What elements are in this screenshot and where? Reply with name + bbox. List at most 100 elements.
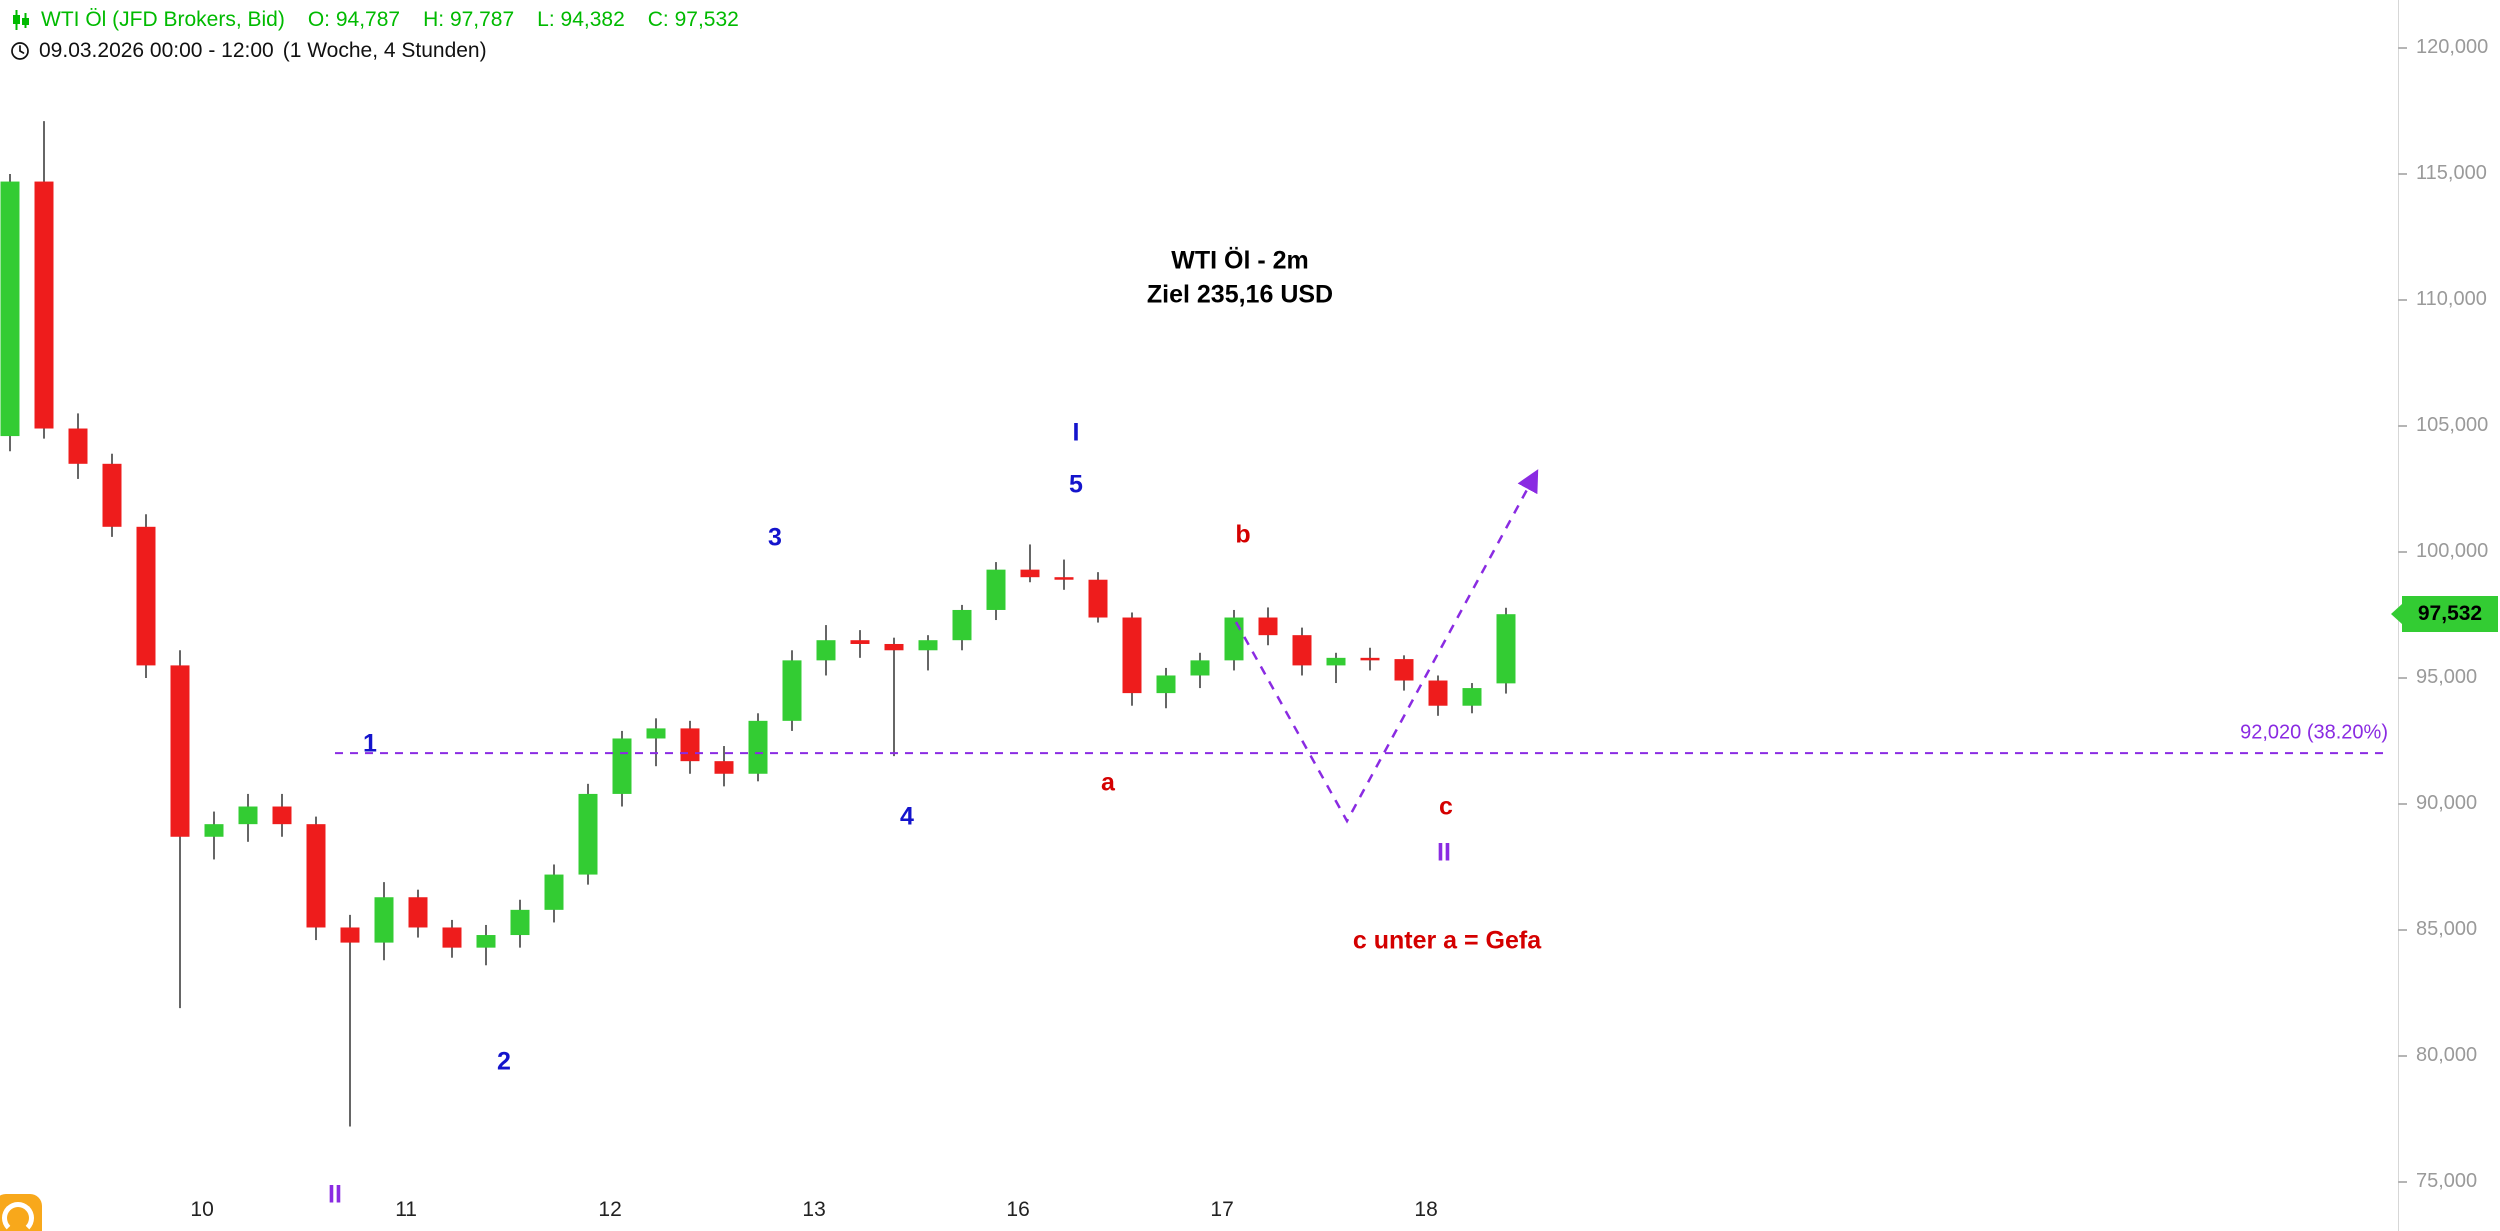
time-axis-label: 13 xyxy=(802,1198,826,1221)
candle xyxy=(204,811,224,860)
candle xyxy=(1462,683,1482,714)
time-axis-label: 17 xyxy=(1210,1198,1234,1221)
chart-annotation: II xyxy=(328,1181,342,1209)
candle xyxy=(952,604,972,651)
axis-tick xyxy=(2398,550,2407,553)
candle xyxy=(986,562,1006,621)
candle xyxy=(340,914,360,1127)
chart-annotation: a xyxy=(1101,769,1116,797)
candle xyxy=(1292,627,1312,676)
axis-tick xyxy=(2398,928,2407,931)
chart-annotation: 5 xyxy=(1069,471,1083,499)
axis-tick xyxy=(2398,172,2407,175)
candle xyxy=(510,899,530,948)
low-value: L: 94,382 xyxy=(537,8,625,31)
axis-tick xyxy=(2398,802,2407,805)
candle xyxy=(816,625,836,676)
clock-icon xyxy=(10,41,30,61)
candlestick-icon xyxy=(10,9,32,31)
candle xyxy=(1258,607,1278,646)
candle xyxy=(612,730,632,807)
chart-annotation: I xyxy=(1073,419,1080,447)
chart-annotation: II xyxy=(1437,839,1451,867)
candle xyxy=(544,864,564,923)
price-axis[interactable]: 120,000 115,000 110,000 105,000 100,000 95,00… xyxy=(2398,0,2500,1231)
candle xyxy=(408,889,428,938)
price-axis-label: 100,000 xyxy=(2398,540,2488,563)
period-text: 09.03.2026 00:00 - 12:00 xyxy=(39,39,274,62)
chart-annotation: 92,020 (38.20%) xyxy=(2240,721,2388,743)
instrument-name: WTI Öl (JFD Brokers, Bid) xyxy=(41,8,285,31)
axis-tick xyxy=(2398,298,2407,301)
candle xyxy=(850,630,870,658)
candle xyxy=(0,174,20,452)
candle xyxy=(238,793,258,842)
projection-arrow xyxy=(1234,469,1539,824)
candle xyxy=(1020,544,1040,583)
chart-annotation: 2 xyxy=(497,1048,511,1076)
candle xyxy=(884,637,904,757)
time-axis-label: 16 xyxy=(1006,1198,1030,1221)
candle xyxy=(34,121,54,439)
candle xyxy=(578,783,598,885)
time-axis-label: 11 xyxy=(395,1198,417,1221)
price-axis-label: 85,000 xyxy=(2398,918,2477,941)
logo-glyph xyxy=(2,1202,34,1231)
candle xyxy=(714,746,734,787)
candle xyxy=(1088,572,1108,623)
chart-header: WTI Öl (JFD Brokers, Bid) O: 94,787 H: 9… xyxy=(10,8,739,63)
candle xyxy=(1224,609,1244,671)
platform-logo[interactable] xyxy=(0,1194,42,1231)
price-axis-label: 105,000 xyxy=(2398,414,2488,437)
candle xyxy=(1156,667,1176,709)
chart-annotation: c unter a = Gefa xyxy=(1353,927,1542,955)
price-axis-label: 75,000 xyxy=(2398,1170,2477,1193)
chart-annotation: 1 xyxy=(363,730,377,758)
price-axis-label: 115,000 xyxy=(2398,162,2487,185)
candle xyxy=(476,924,496,966)
time-axis-label: 18 xyxy=(1414,1198,1438,1221)
period-info-row: 09.03.2026 00:00 - 12:00 (1 Woche, 4 Stu… xyxy=(10,39,739,63)
axis-tick xyxy=(2398,676,2407,679)
candle xyxy=(1428,675,1448,716)
candle xyxy=(1122,612,1142,706)
candle xyxy=(170,650,190,1009)
chart-annotation: Ziel 235,16 USD xyxy=(1147,281,1333,309)
candle xyxy=(1360,647,1380,671)
time-axis-label: 10 xyxy=(190,1198,214,1221)
axis-tick xyxy=(2398,1054,2407,1057)
candle xyxy=(1326,652,1346,684)
price-axis-label: 110,000 xyxy=(2398,288,2487,311)
candle xyxy=(680,720,700,774)
candle xyxy=(306,816,326,941)
candle xyxy=(136,514,156,678)
candle xyxy=(1496,607,1516,694)
interval-text: (1 Woche, 4 Stunden) xyxy=(282,39,487,62)
high-value: H: 97,787 xyxy=(423,8,515,31)
chart-annotation: b xyxy=(1235,521,1250,549)
time-axis[interactable]: 10 11 12 13 16 17 18 xyxy=(0,1198,2398,1231)
chart-annotation: c xyxy=(1439,793,1453,821)
candle xyxy=(748,713,768,782)
candle xyxy=(782,650,802,731)
price-axis-label: 80,000 xyxy=(2398,1044,2477,1067)
candle xyxy=(374,882,394,961)
last-price-value: 97,532 xyxy=(2417,602,2483,626)
price-axis-label: 95,000 xyxy=(2398,666,2477,689)
chart-annotation: 3 xyxy=(768,524,782,552)
candle xyxy=(68,413,88,479)
chart-annotation: 4 xyxy=(900,803,914,831)
candle xyxy=(1394,655,1414,691)
open-value: O: 94,787 xyxy=(307,8,401,31)
axis-tick xyxy=(2398,46,2407,49)
time-axis-label: 12 xyxy=(598,1198,622,1221)
price-axis-label: 90,000 xyxy=(2398,792,2477,815)
chart-annotation: WTI Öl - 2m xyxy=(1171,246,1309,275)
axis-tick xyxy=(2398,424,2407,427)
candle xyxy=(102,453,122,537)
candle xyxy=(918,635,938,671)
candle xyxy=(1054,559,1074,590)
candle xyxy=(1190,652,1210,689)
